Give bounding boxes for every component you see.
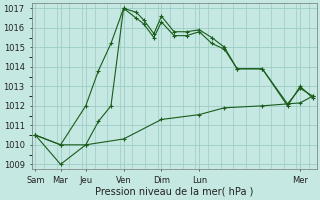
X-axis label: Pression niveau de la mer( hPa ): Pression niveau de la mer( hPa ) [95,187,253,197]
